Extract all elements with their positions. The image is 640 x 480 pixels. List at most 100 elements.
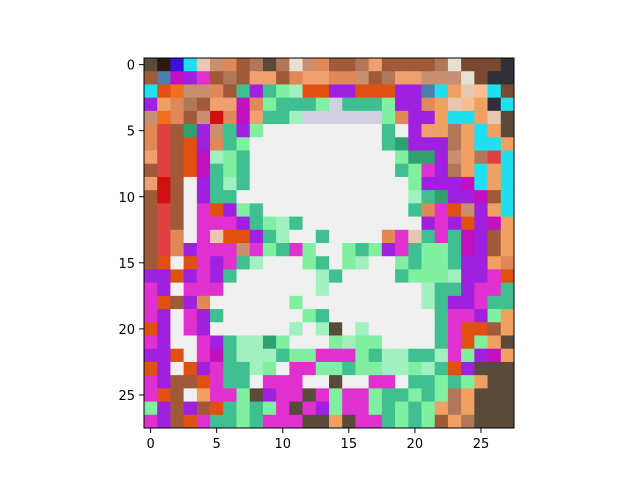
heatmap-cell — [249, 58, 264, 72]
heatmap-cell — [487, 335, 502, 350]
heatmap-cell — [170, 71, 185, 85]
heatmap-cell — [262, 58, 277, 72]
heatmap-cell — [500, 282, 515, 297]
heatmap-cell — [447, 269, 462, 284]
heatmap-cell — [157, 295, 171, 310]
heatmap-cell — [183, 216, 198, 231]
x-tick-label: 20 — [407, 437, 424, 452]
heatmap-cell — [170, 256, 185, 270]
heatmap-cell — [408, 269, 422, 284]
heatmap-cell — [329, 401, 343, 416]
heatmap-cell — [302, 216, 317, 231]
heatmap-cell — [329, 203, 343, 217]
y-tick-label: 10 — [118, 191, 135, 206]
heatmap-cell — [434, 256, 449, 270]
heatmap-cell — [144, 124, 158, 138]
heatmap-cell — [236, 190, 251, 204]
heatmap-cell — [183, 335, 198, 350]
heatmap-cell — [474, 295, 488, 310]
heatmap-cell — [276, 269, 290, 284]
heatmap-cell — [223, 322, 237, 336]
heatmap-cell — [342, 150, 356, 165]
heatmap-cell — [487, 58, 502, 72]
heatmap-cell — [447, 110, 462, 125]
heatmap-cell — [236, 243, 251, 257]
heatmap-cell — [461, 361, 475, 376]
heatmap-cell — [236, 84, 251, 99]
heatmap-cell — [210, 256, 224, 270]
heatmap-cell — [368, 256, 383, 270]
heatmap-cell — [315, 375, 330, 389]
heatmap-cell — [381, 150, 396, 165]
heatmap-cell — [487, 163, 502, 178]
heatmap-cell — [249, 137, 264, 151]
heatmap-cell — [461, 163, 475, 178]
heatmap-cell — [183, 176, 198, 191]
heatmap-cell — [447, 150, 462, 165]
heatmap-cell — [434, 190, 449, 204]
heatmap-cell — [500, 335, 515, 350]
heatmap-cell — [315, 84, 330, 99]
heatmap-cell — [342, 190, 356, 204]
heatmap-cell — [500, 190, 515, 204]
heatmap-cell — [223, 84, 237, 99]
heatmap-cell — [500, 414, 515, 429]
heatmap-cell — [395, 414, 409, 429]
heatmap-cell — [474, 309, 488, 323]
heatmap-cell — [157, 190, 171, 204]
heatmap-cell — [408, 58, 422, 72]
heatmap-cell — [408, 335, 422, 350]
heatmap-cell — [276, 243, 290, 257]
heatmap-cell — [144, 58, 158, 72]
heatmap-cell — [395, 71, 409, 85]
heatmap-cell — [210, 150, 224, 165]
heatmap-cell — [249, 414, 264, 429]
heatmap-cell — [395, 309, 409, 323]
heatmap-cell — [434, 150, 449, 165]
heatmap-cell — [434, 71, 449, 85]
heatmap-cell — [421, 282, 436, 297]
heatmap-cell — [461, 203, 475, 217]
heatmap-cell — [434, 84, 449, 99]
heatmap-cell — [381, 190, 396, 204]
heatmap-cell — [355, 348, 370, 363]
heatmap-cell — [355, 229, 370, 244]
heatmap-cell — [434, 243, 449, 257]
heatmap-cell — [289, 414, 303, 429]
heatmap-cell — [368, 203, 383, 217]
heatmap-cell — [157, 110, 171, 125]
heatmap-cell — [183, 163, 198, 178]
heatmap-cell — [329, 176, 343, 191]
heatmap-cell — [236, 71, 251, 85]
heatmap-cell — [395, 348, 409, 363]
heatmap-cell — [276, 176, 290, 191]
heatmap-cell — [474, 282, 488, 297]
heatmap-cell — [196, 124, 211, 138]
heatmap-cell — [170, 361, 185, 376]
heatmap-cell — [183, 71, 198, 85]
heatmap-cell — [170, 163, 185, 178]
heatmap-cell — [276, 388, 290, 402]
heatmap-cell — [210, 229, 224, 244]
heatmap-cell — [421, 97, 436, 112]
heatmap-cell — [289, 176, 303, 191]
heatmap-cell — [223, 269, 237, 284]
heatmap-cell — [170, 58, 185, 72]
heatmap-cell — [223, 150, 237, 165]
heatmap-cell — [236, 176, 251, 191]
heatmap-cell — [500, 176, 515, 191]
heatmap-cell — [183, 137, 198, 151]
heatmap-cell — [342, 322, 356, 336]
heatmap-cell — [196, 335, 211, 350]
heatmap-cell — [223, 401, 237, 416]
heatmap-cell — [500, 124, 515, 138]
heatmap-cell — [183, 229, 198, 244]
heatmap-cell — [434, 229, 449, 244]
heatmap-cell — [434, 97, 449, 112]
heatmap-cell — [236, 361, 251, 376]
heatmap-cell — [170, 282, 185, 297]
heatmap-cell — [329, 375, 343, 389]
heatmap-cell — [289, 84, 303, 99]
heatmap-cell — [474, 388, 488, 402]
heatmap-cell — [487, 84, 502, 99]
